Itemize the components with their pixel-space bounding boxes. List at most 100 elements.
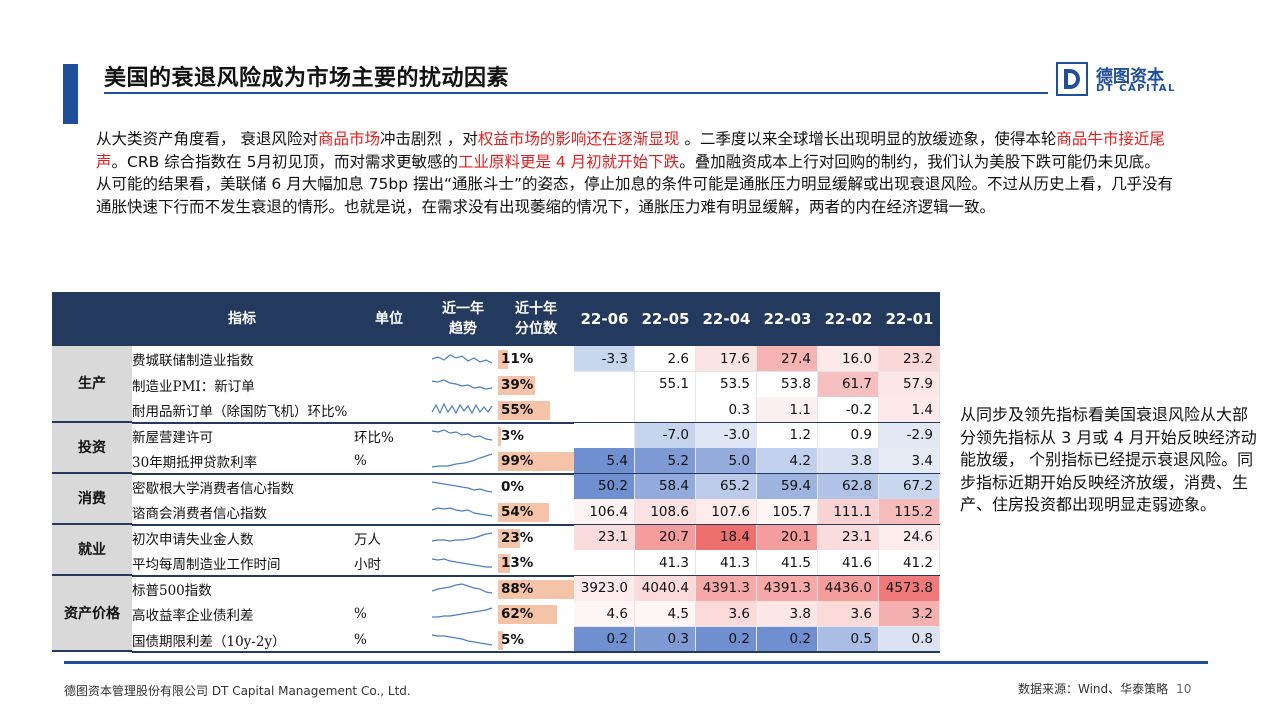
value-cell: 27.4 <box>757 346 818 372</box>
value-cell: 5.2 <box>635 448 696 474</box>
value-cell: 1.4 <box>879 397 940 423</box>
value-cell: 108.6 <box>635 499 696 525</box>
paragraph-1: 从大类资产角度看， 衰退风险对商品市场冲击剧烈 ，对权益市场的影响还在逐渐显现 … <box>96 128 1176 173</box>
indicator-unit: 小时 <box>354 557 381 573</box>
indicator-name: 谘商会消费者信心指数 <box>132 506 267 522</box>
sparkline-path <box>431 531 493 542</box>
trend-sparkline <box>430 423 496 449</box>
group-label: 投资 <box>52 422 132 474</box>
table-row: 初次申请失业金人数 万人 23% 23.1 20.7 18.4 20.1 23.1 24.6 <box>52 524 940 551</box>
value-cell: 4.2 <box>757 448 818 474</box>
highlighted-text: 权益市场的影响还在逐渐显现 <box>477 130 680 148</box>
value-cell: 57.9 <box>879 371 940 398</box>
sparkline-chart <box>431 354 493 364</box>
sparkline-chart <box>431 378 493 390</box>
value-cell: 50.2 <box>574 473 635 500</box>
sparkline-chart <box>431 480 493 493</box>
trend-sparkline <box>430 372 496 398</box>
indicator-unit: % <box>354 453 367 469</box>
table-row: 标普500指数 88% 3923.0 4040.4 4391.3 4391.3 4436.0… <box>52 575 940 602</box>
percentile-bar <box>498 579 582 599</box>
indicator-name: 高收益率企业债利差 <box>132 608 254 624</box>
value-cell <box>635 397 696 423</box>
sparkline-path <box>431 480 493 493</box>
value-cell: 59.4 <box>757 473 818 500</box>
trend-sparkline <box>430 499 496 525</box>
indicator-name: 新屋营建许可 <box>132 429 213 446</box>
value-cell: 3.2 <box>879 601 940 627</box>
body-text: 从大类资产角度看， 衰退风险对商品市场冲击剧烈 ，对权益市场的影响还在逐渐显现 … <box>96 128 1176 218</box>
indicator-unit <box>354 576 424 602</box>
value-cell: 65.2 <box>696 473 757 500</box>
percentile-bar <box>498 554 511 573</box>
value-cell: 20.1 <box>757 524 818 551</box>
table-row: 费城联储制造业指数 11% -3.3 2.6 17.6 27.4 16.0 23.2 <box>52 346 940 372</box>
value-cell <box>574 550 635 576</box>
table-row: 制造业PMI：新订单 39% 55.1 53.5 53.8 61.7 57.9 <box>52 371 940 398</box>
indicator-table: 指标 单位 近一年 趋势 近十年 分位数 22-06 22-05 22-04 2… <box>52 292 940 654</box>
value-cell: 41.2 <box>879 550 940 576</box>
percentile-bar <box>498 528 520 548</box>
value-cell: 105.7 <box>757 499 818 525</box>
sparkline-chart <box>431 402 493 415</box>
value-cell: 1.1 <box>757 397 818 423</box>
value-cell: 23.1 <box>818 524 879 551</box>
trend-sparkline <box>430 525 496 551</box>
value-cell: 111.1 <box>818 499 879 525</box>
trend-sparkline <box>430 601 496 627</box>
data-source: 数据来源：Wind、华泰策略 <box>1018 682 1169 696</box>
value-cell: 62.8 <box>818 473 879 500</box>
indicator-name: 平均每周制造业工作时间 <box>132 557 281 573</box>
value-cell <box>574 397 635 423</box>
value-cell: 24.6 <box>879 524 940 551</box>
table-row: 密歇根大学消费者信心指数 0% 50.2 58.4 65.2 59.4 62.8 67.2 <box>52 473 940 500</box>
company-logo: 德图资本 DT CAPITAL <box>1056 62 1186 98</box>
indicator-unit: 环比% <box>354 429 394 446</box>
value-cell: 4391.3 <box>696 575 757 602</box>
value-cell: 18.4 <box>696 524 757 551</box>
sparkline-chart <box>432 607 493 618</box>
highlighted-text: 商品牛市接近尾声 <box>96 130 1165 171</box>
group-divider <box>132 651 940 653</box>
body-text-run: 。二季度以来全球增长出现明显的放缓迹象，使得本轮 <box>679 130 1057 148</box>
indicator-name: 密歇根大学消费者信心指数 <box>132 480 294 497</box>
trend-sparkline <box>430 627 496 653</box>
group-label: 就业 <box>52 524 132 576</box>
value-cell: 16.0 <box>818 346 879 372</box>
value-cell: 67.2 <box>879 473 940 500</box>
percentile-value: 5% <box>501 631 524 648</box>
value-cell: 17.6 <box>696 346 757 372</box>
sparkline-path <box>431 558 492 568</box>
value-cell: 3.6 <box>818 601 879 627</box>
value-cell: 58.4 <box>635 473 696 500</box>
indicator-unit: % <box>354 606 367 622</box>
indicator-name: 费城联储制造业指数 <box>132 353 254 369</box>
value-cell: 41.6 <box>818 550 879 576</box>
value-cell: 4040.4 <box>635 575 696 602</box>
value-cell: 0.5 <box>818 626 879 653</box>
indicator-unit: % <box>354 631 367 648</box>
indicator-unit <box>354 474 424 500</box>
value-cell: 23.2 <box>879 346 940 372</box>
value-cell: 2.6 <box>635 346 696 372</box>
body-text-run: 冲击剧烈 ，对 <box>379 130 478 148</box>
sparkline-chart <box>431 582 493 594</box>
indicator-name: 标普500指数 <box>132 582 212 599</box>
header-unit: 单位 <box>375 311 403 327</box>
value-cell: -3.0 <box>696 422 757 449</box>
percentile-value: 39% <box>501 376 534 393</box>
trend-sparkline <box>430 576 496 602</box>
table-row: 谘商会消费者信心指数 54% 106.4 108.6 107.6 105.7 111.1 11… <box>52 499 940 525</box>
value-cell: 3.4 <box>879 448 940 474</box>
percentile-bar <box>498 452 593 471</box>
indicator-unit: 万人 <box>354 531 381 548</box>
value-cell: 1.2 <box>757 422 818 449</box>
sparkline-path <box>431 633 493 646</box>
percentile-value: 23% <box>501 529 534 546</box>
value-cell <box>574 371 635 398</box>
body-text-run: 。叠加融资成本上行对回购的制约，我们认为美股下跌可能仍未见底。 <box>679 152 1160 171</box>
paragraph-2: 从可能的结果看，美联储 6 月大幅加息 75bp 摆出“通胀斗士”的姿态，停止加… <box>96 175 1174 216</box>
percentile-bar <box>498 426 501 446</box>
table-row: 平均每周制造业工作时间 小时 13% 41.3 41.3 41.5 41.6 41.2 <box>52 550 940 576</box>
percentile-value: 99% <box>501 453 534 469</box>
